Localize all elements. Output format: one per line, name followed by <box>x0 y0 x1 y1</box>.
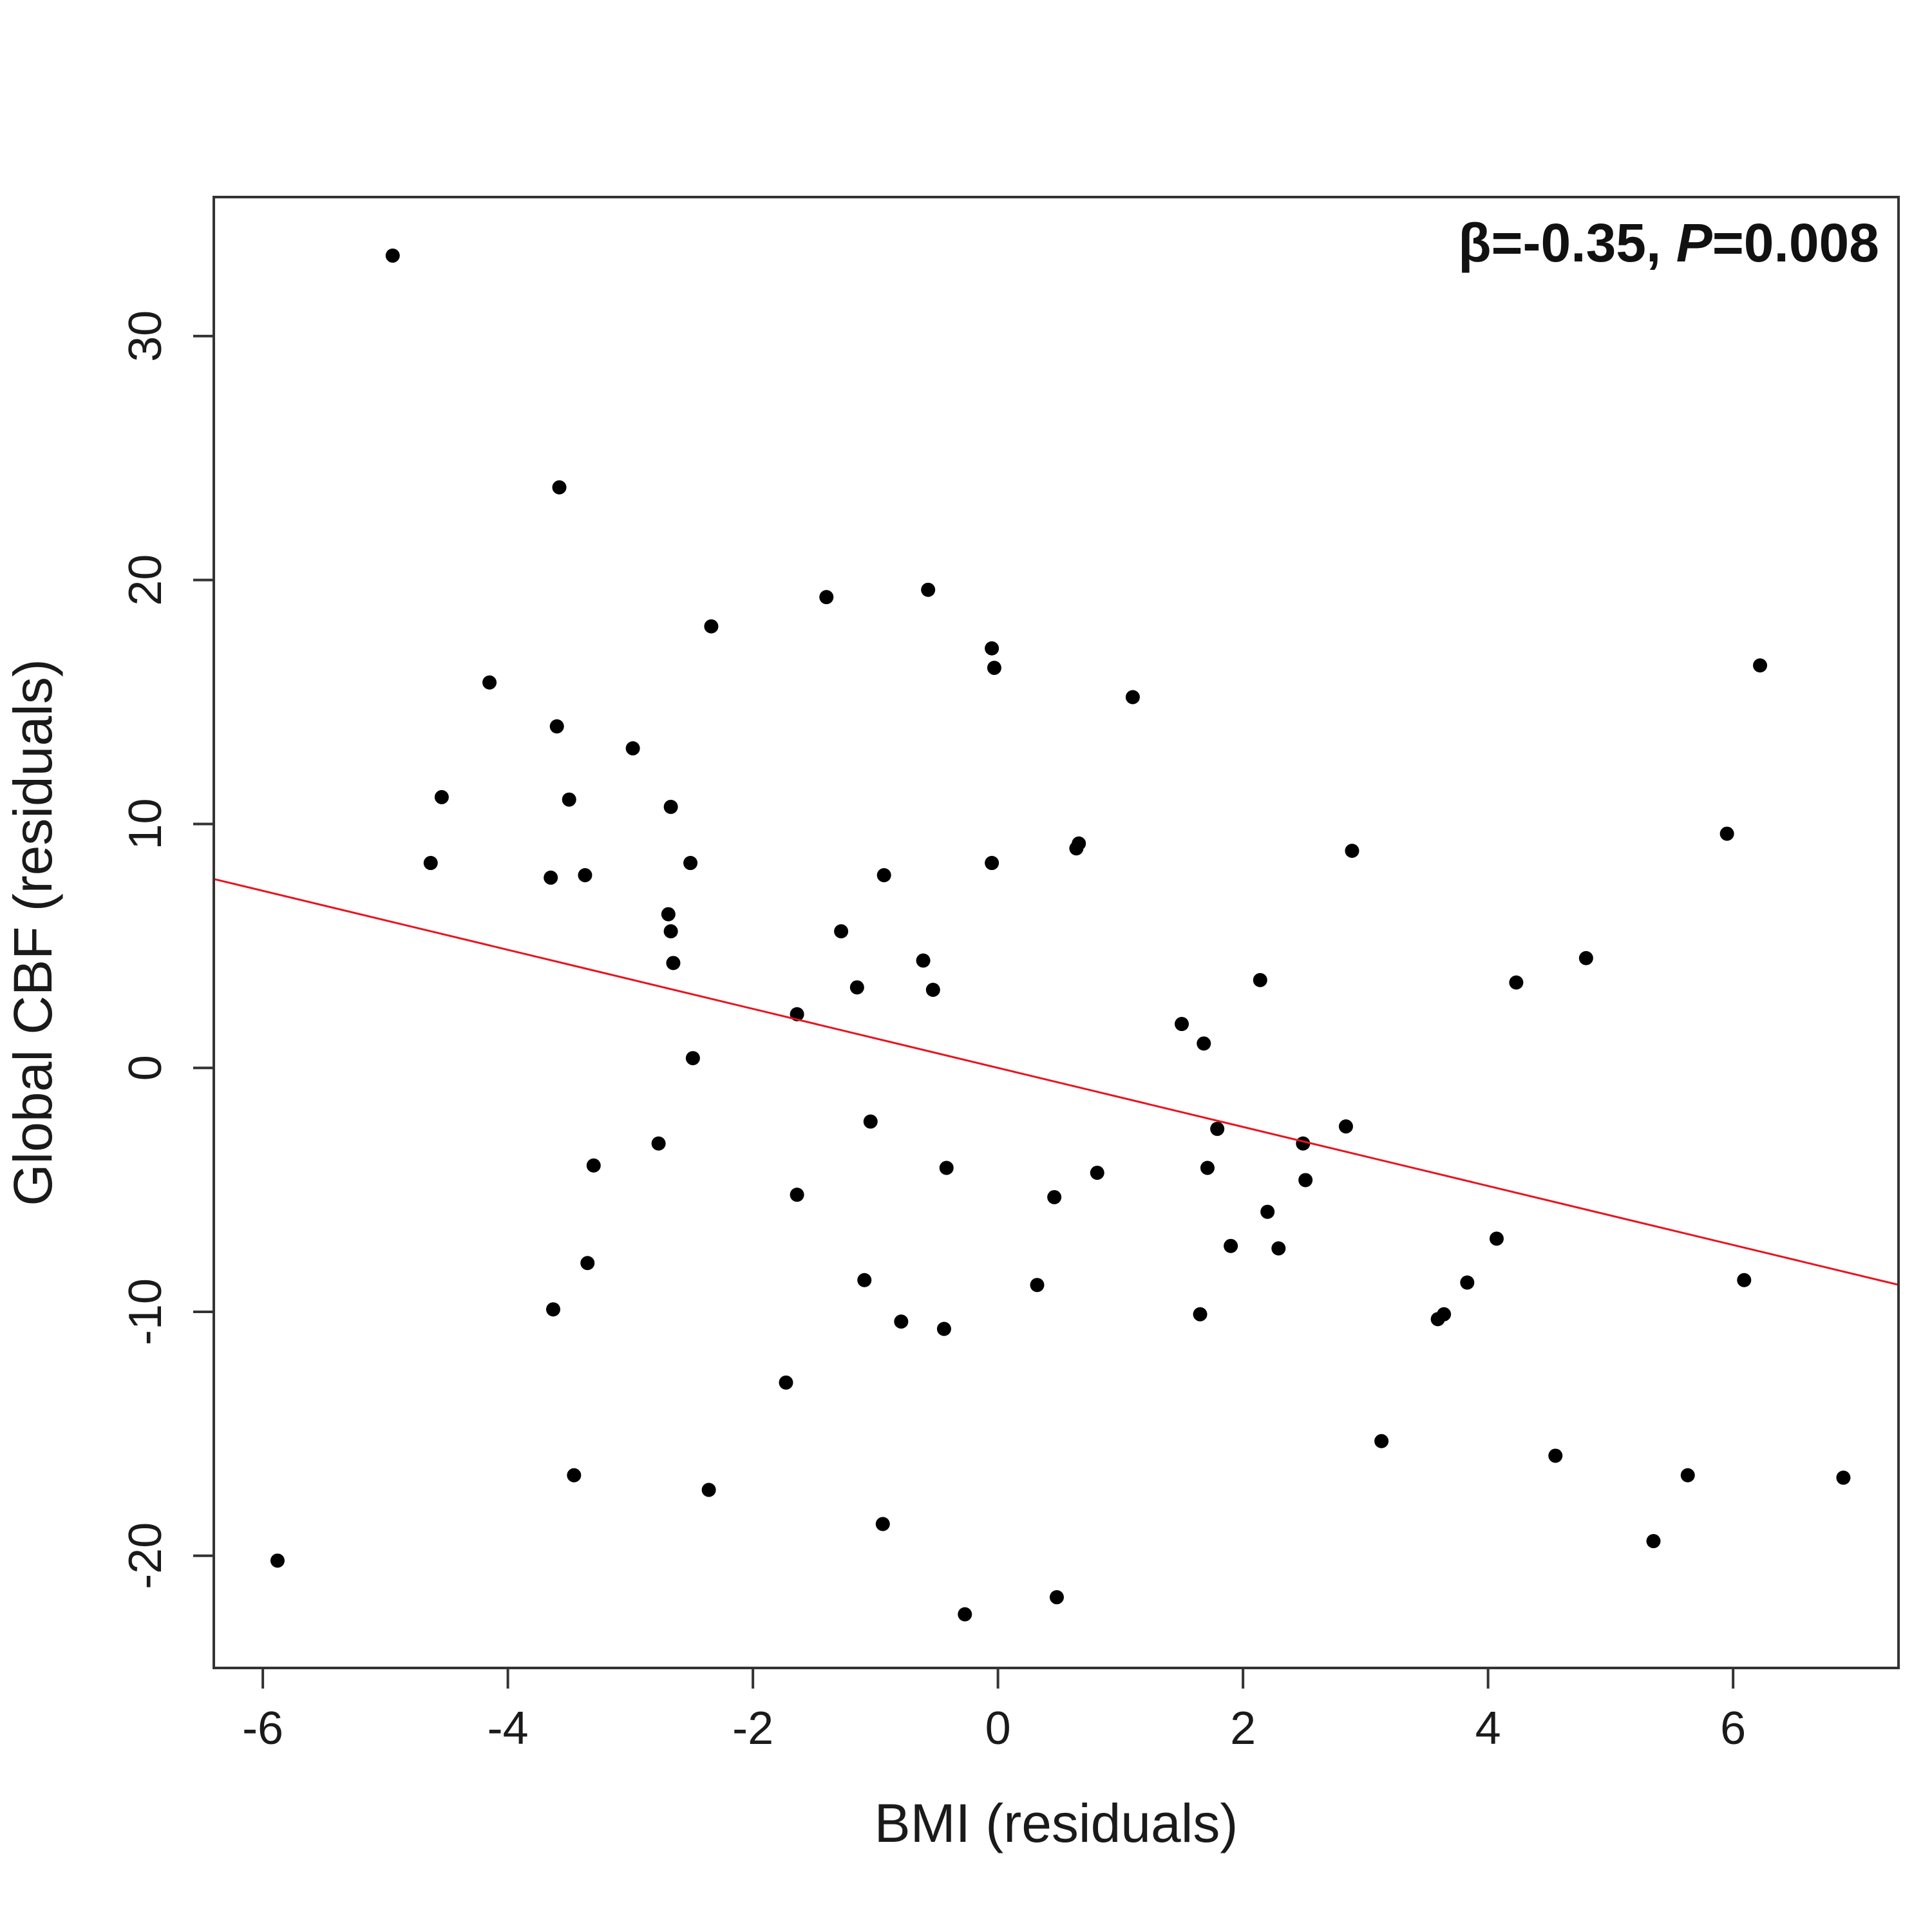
data-point <box>921 582 936 597</box>
data-point <box>1374 1434 1389 1448</box>
data-point <box>1224 1238 1238 1253</box>
data-point <box>790 1188 804 1202</box>
x-tick-label: -2 <box>732 1703 773 1754</box>
data-point <box>1489 1231 1504 1246</box>
data-point <box>578 867 592 882</box>
data-point <box>651 1136 666 1151</box>
data-point <box>1430 1312 1445 1327</box>
x-tick-label: 0 <box>985 1703 1011 1754</box>
data-point <box>546 1302 561 1317</box>
stats-annotation: β=-0.35, P=0.008 <box>1458 213 1879 273</box>
data-point <box>1200 1160 1215 1175</box>
data-point <box>849 980 864 995</box>
y-tick-label: 10 <box>120 798 171 849</box>
data-point <box>683 856 698 871</box>
data-point <box>549 719 564 734</box>
data-point <box>423 856 438 871</box>
data-point <box>567 1468 582 1482</box>
data-point <box>834 924 849 939</box>
data-point <box>875 1517 890 1531</box>
x-tick-label: 2 <box>1230 1703 1256 1754</box>
x-axis: -6 -4 -2 0 2 4 6 <box>242 1667 1746 1754</box>
data-point <box>685 1051 700 1066</box>
data-point <box>819 590 834 605</box>
data-point <box>1345 844 1359 858</box>
data-point <box>1253 972 1267 987</box>
data-point <box>701 1482 716 1497</box>
stats-p-symbol: P <box>1676 213 1713 273</box>
x-axis-label: BMI (residuals) <box>875 1793 1238 1853</box>
stats-beta: β=-0.35, <box>1458 213 1676 273</box>
data-point <box>925 983 940 998</box>
data-point <box>1298 1173 1313 1188</box>
data-point <box>779 1375 793 1390</box>
data-point <box>385 248 400 263</box>
data-point <box>1737 1273 1752 1287</box>
data-point <box>1072 836 1086 851</box>
x-tick-label: -4 <box>488 1703 529 1754</box>
data-point <box>1049 1590 1064 1605</box>
data-point <box>663 799 678 814</box>
data-point <box>434 790 449 804</box>
y-tick-label: -20 <box>120 1522 171 1589</box>
data-point <box>1030 1278 1045 1293</box>
data-point <box>1193 1307 1208 1321</box>
y-axis: -20 -10 0 10 20 30 <box>120 310 215 1589</box>
data-point <box>1338 1119 1353 1134</box>
data-point <box>1197 1036 1211 1051</box>
data-point <box>985 856 999 871</box>
x-tick-label: 6 <box>1720 1703 1746 1754</box>
data-point <box>958 1607 972 1622</box>
data-point <box>936 1321 951 1336</box>
data-point <box>1271 1241 1286 1256</box>
y-tick-label: 0 <box>120 1055 171 1081</box>
data-point <box>270 1553 285 1568</box>
y-tick-label: -10 <box>120 1278 171 1345</box>
y-axis-label: Global CBF (residuals) <box>3 659 63 1206</box>
data-point <box>663 924 678 939</box>
data-point <box>1175 1017 1189 1032</box>
x-tick-label: -6 <box>242 1703 283 1754</box>
stats-p-value: =0.008 <box>1712 213 1879 273</box>
data-point <box>625 741 640 756</box>
data-point <box>1260 1204 1275 1219</box>
data-point <box>482 675 497 690</box>
regression-line <box>213 878 1899 1286</box>
data-point <box>704 619 719 634</box>
data-point <box>666 956 681 971</box>
x-tick-label: 4 <box>1475 1703 1501 1754</box>
data-point <box>1548 1448 1563 1463</box>
data-point <box>1090 1166 1104 1180</box>
data-point <box>1125 690 1140 705</box>
data-point <box>1646 1534 1661 1549</box>
data-point <box>1210 1121 1225 1136</box>
data-point <box>552 480 567 495</box>
data-point <box>1460 1275 1475 1290</box>
data-point <box>1509 975 1524 990</box>
data-point <box>1047 1189 1062 1204</box>
data-point <box>987 661 1001 676</box>
data-point <box>857 1273 872 1287</box>
y-tick-label: 30 <box>120 310 171 362</box>
data-point <box>661 907 676 922</box>
data-points <box>270 248 1851 1622</box>
data-point <box>1680 1468 1695 1482</box>
data-point <box>562 792 576 807</box>
data-point <box>894 1314 909 1329</box>
data-point <box>916 953 931 968</box>
data-point <box>939 1160 954 1175</box>
data-point <box>985 641 999 656</box>
data-point <box>1836 1470 1851 1485</box>
data-point <box>1578 951 1593 965</box>
data-point <box>1753 658 1768 673</box>
data-point <box>586 1158 601 1173</box>
data-point <box>876 867 891 882</box>
data-point <box>1719 826 1734 841</box>
data-point <box>580 1256 595 1271</box>
data-point <box>544 870 558 885</box>
y-tick-label: 20 <box>120 554 171 606</box>
data-point <box>863 1114 878 1129</box>
